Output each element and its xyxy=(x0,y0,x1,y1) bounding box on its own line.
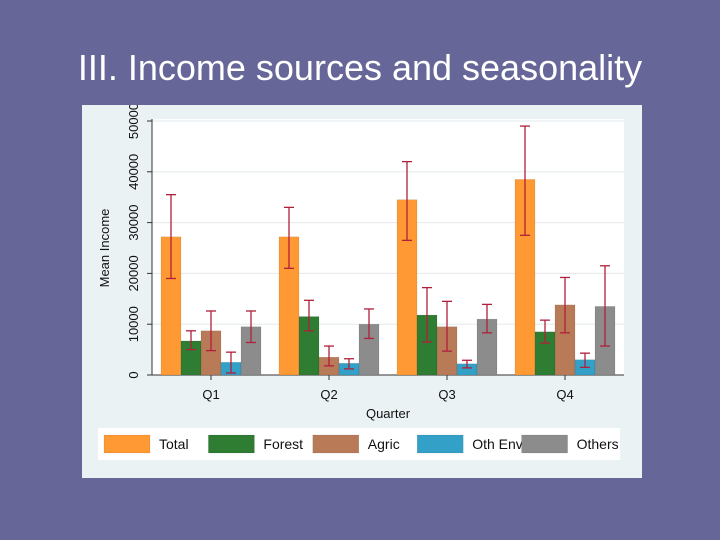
x-axis-label: Quarter xyxy=(366,406,411,421)
legend-label: Agric xyxy=(368,436,400,452)
legend-label: Others xyxy=(577,436,619,452)
legend-label: Forest xyxy=(263,436,303,452)
legend-label: Oth Env xyxy=(472,436,523,452)
chart-panel: 0 10000 20000 30000 40000 50000 Mean Income Q1 Q… xyxy=(82,105,642,478)
legend-swatch xyxy=(416,434,464,454)
y-tick-label: 20000 xyxy=(126,255,141,291)
legend-swatch xyxy=(208,434,255,454)
x-tick-label: Q4 xyxy=(556,387,573,402)
y-tick-label: 30000 xyxy=(126,205,141,241)
y-axis-label: Mean Income xyxy=(97,209,112,288)
y-tick-label: 50000 xyxy=(126,105,141,139)
y-tick-label: 0 xyxy=(126,371,141,378)
legend-swatch xyxy=(312,434,360,454)
legend-label: Total xyxy=(159,436,189,452)
x-tick-label: Q1 xyxy=(202,387,219,402)
y-tick-label: 10000 xyxy=(126,306,141,342)
x-tick-label: Q3 xyxy=(438,387,455,402)
y-tick-label: 40000 xyxy=(126,154,141,190)
legend-swatch xyxy=(103,434,151,454)
bar-chart: 0 10000 20000 30000 40000 50000 Mean Income Q1 Q… xyxy=(97,105,624,460)
slide-title: III. Income sources and seasonality xyxy=(77,47,643,88)
legend-swatch xyxy=(521,434,568,454)
x-tick-label: Q2 xyxy=(320,387,337,402)
